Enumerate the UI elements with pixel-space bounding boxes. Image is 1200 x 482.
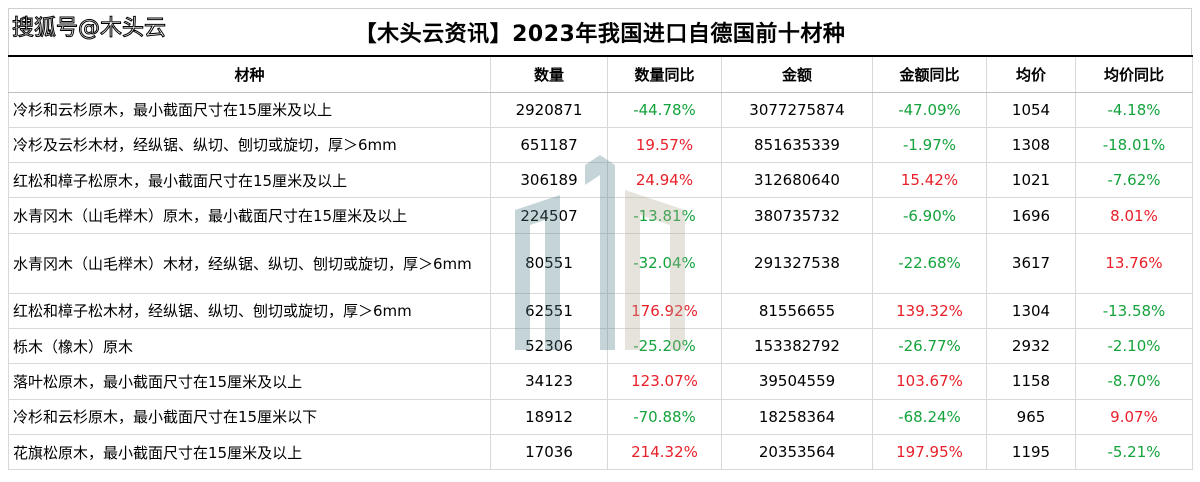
amount-yoy-cell: 139.32% (872, 292, 987, 329)
price-yoy-cell: 8.01% (1075, 197, 1193, 234)
price-cell: 1021 (986, 162, 1076, 199)
amount-cell: 81556655 (721, 292, 873, 329)
quantity-yoy-cell: -32.04% (607, 232, 722, 294)
column-header: 均价同比 (1075, 55, 1193, 93)
table-row: 冷杉和云杉原木，最小截面尺寸在15厘米及以上 2920871 -44.78% 3… (8, 91, 1193, 128)
price-yoy-cell: 13.76% (1075, 232, 1193, 294)
table-row: 落叶松原木，最小截面尺寸在15厘米及以上 34123 123.07% 39504… (8, 363, 1193, 400)
quantity-yoy-cell: -25.20% (607, 327, 722, 365)
quantity-yoy-cell: -13.81% (607, 197, 722, 234)
quantity-cell: 80551 (490, 232, 608, 294)
price-yoy-cell: -2.10% (1075, 327, 1193, 365)
amount-cell: 18258364 (721, 398, 873, 435)
amount-yoy-cell: 15.42% (872, 162, 987, 199)
amount-yoy-cell: -6.90% (872, 197, 987, 234)
column-header: 金额 (721, 55, 873, 93)
table-row: 红松和樟子松木材，经纵锯、纵切、刨切或旋切，厚＞6mm 62551 176.92… (8, 292, 1193, 329)
amount-cell: 312680640 (721, 162, 873, 199)
price-yoy-cell: -8.70% (1075, 363, 1193, 400)
data-table: 材种 数量 数量同比 金额 金额同比 均价 均价同比 冷杉和云杉原木，最小截面尺… (8, 55, 1193, 471)
price-cell: 1054 (986, 91, 1076, 128)
title-bar: 【木头云资讯】2023年我国进口自德国前十材种 (8, 8, 1192, 55)
quantity-yoy-cell: 176.92% (607, 292, 722, 329)
amount-yoy-cell: 103.67% (872, 363, 987, 400)
price-yoy-cell: -18.01% (1075, 126, 1193, 164)
table-row: 花旗松原木，最小截面尺寸在15厘米及以上 17036 214.32% 20353… (8, 433, 1193, 471)
quantity-yoy-cell: 123.07% (607, 363, 722, 400)
price-cell: 1304 (986, 292, 1076, 329)
quantity-yoy-cell: 214.32% (607, 433, 722, 471)
price-yoy-cell: -4.18% (1075, 91, 1193, 128)
amount-yoy-cell: -47.09% (872, 91, 987, 128)
table-row: 冷杉及云杉木材，经纵锯、纵切、刨切或旋切，厚＞6mm 651187 19.57%… (8, 126, 1193, 164)
amount-cell: 380735732 (721, 197, 873, 234)
amount-cell: 153382792 (721, 327, 873, 365)
amount-yoy-cell: -1.97% (872, 126, 987, 164)
amount-cell: 851635339 (721, 126, 873, 164)
price-cell: 3617 (986, 232, 1076, 294)
price-yoy-cell: -13.58% (1075, 292, 1193, 329)
quantity-cell: 224507 (490, 197, 608, 234)
column-header: 材种 (8, 55, 491, 93)
column-header: 数量 (490, 55, 608, 93)
price-yoy-cell: 9.07% (1075, 398, 1193, 435)
amount-yoy-cell: -68.24% (872, 398, 987, 435)
price-yoy-cell: -7.62% (1075, 162, 1193, 199)
quantity-cell: 2920871 (490, 91, 608, 128)
species-cell: 栎木（橡木）原木 (8, 327, 491, 365)
price-cell: 1158 (986, 363, 1076, 400)
species-cell: 落叶松原木，最小截面尺寸在15厘米及以上 (8, 363, 491, 400)
price-cell: 2932 (986, 327, 1076, 365)
quantity-cell: 18912 (490, 398, 608, 435)
amount-yoy-cell: -22.68% (872, 232, 987, 294)
price-cell: 1696 (986, 197, 1076, 234)
quantity-cell: 62551 (490, 292, 608, 329)
quantity-cell: 306189 (490, 162, 608, 199)
column-header: 金额同比 (872, 55, 987, 93)
quantity-yoy-cell: 19.57% (607, 126, 722, 164)
species-cell: 红松和樟子松原木，最小截面尺寸在15厘米及以上 (8, 162, 491, 199)
column-header: 数量同比 (607, 55, 722, 93)
table-row: 水青冈木（山毛榉木）原木，最小截面尺寸在15厘米及以上 224507 -13.8… (8, 197, 1193, 234)
quantity-yoy-cell: -70.88% (607, 398, 722, 435)
amount-yoy-cell: 197.95% (872, 433, 987, 471)
amount-cell: 20353564 (721, 433, 873, 471)
amount-cell: 39504559 (721, 363, 873, 400)
amount-cell: 3077275874 (721, 91, 873, 128)
quantity-cell: 34123 (490, 363, 608, 400)
species-cell: 花旗松原木，最小截面尺寸在15厘米及以上 (8, 433, 491, 471)
table-row: 冷杉和云杉原木，最小截面尺寸在15厘米以下 18912 -70.88% 1825… (8, 398, 1193, 435)
species-cell: 冷杉和云杉原木，最小截面尺寸在15厘米以下 (8, 398, 491, 435)
quantity-yoy-cell: -44.78% (607, 91, 722, 128)
species-cell: 水青冈木（山毛榉木）木材，经纵锯、纵切、刨切或旋切，厚＞6mm (8, 232, 491, 294)
page-title: 【木头云资讯】2023年我国进口自德国前十材种 (354, 22, 846, 47)
species-cell: 水青冈木（山毛榉木）原木，最小截面尺寸在15厘米及以上 (8, 197, 491, 234)
table-row: 红松和樟子松原木，最小截面尺寸在15厘米及以上 306189 24.94% 31… (8, 162, 1193, 199)
price-cell: 1195 (986, 433, 1076, 471)
species-cell: 冷杉及云杉木材，经纵锯、纵切、刨切或旋切，厚＞6mm (8, 126, 491, 164)
column-header: 均价 (986, 55, 1076, 93)
species-cell: 红松和樟子松木材，经纵锯、纵切、刨切或旋切，厚＞6mm (8, 292, 491, 329)
amount-yoy-cell: -26.77% (872, 327, 987, 365)
quantity-cell: 52306 (490, 327, 608, 365)
quantity-cell: 651187 (490, 126, 608, 164)
amount-cell: 291327538 (721, 232, 873, 294)
quantity-yoy-cell: 24.94% (607, 162, 722, 199)
table-row: 栎木（橡木）原木 52306 -25.20% 153382792 -26.77%… (8, 327, 1193, 365)
price-cell: 965 (986, 398, 1076, 435)
quantity-cell: 17036 (490, 433, 608, 471)
header-row: 材种 数量 数量同比 金额 金额同比 均价 均价同比 (8, 55, 1193, 93)
species-cell: 冷杉和云杉原木，最小截面尺寸在15厘米及以上 (8, 91, 491, 128)
watermark-text: 搜狐号@木头云 (11, 16, 167, 42)
price-yoy-cell: -5.21% (1075, 433, 1193, 471)
price-cell: 1308 (986, 126, 1076, 164)
table-row: 水青冈木（山毛榉木）木材，经纵锯、纵切、刨切或旋切，厚＞6mm 80551 -3… (8, 232, 1193, 294)
